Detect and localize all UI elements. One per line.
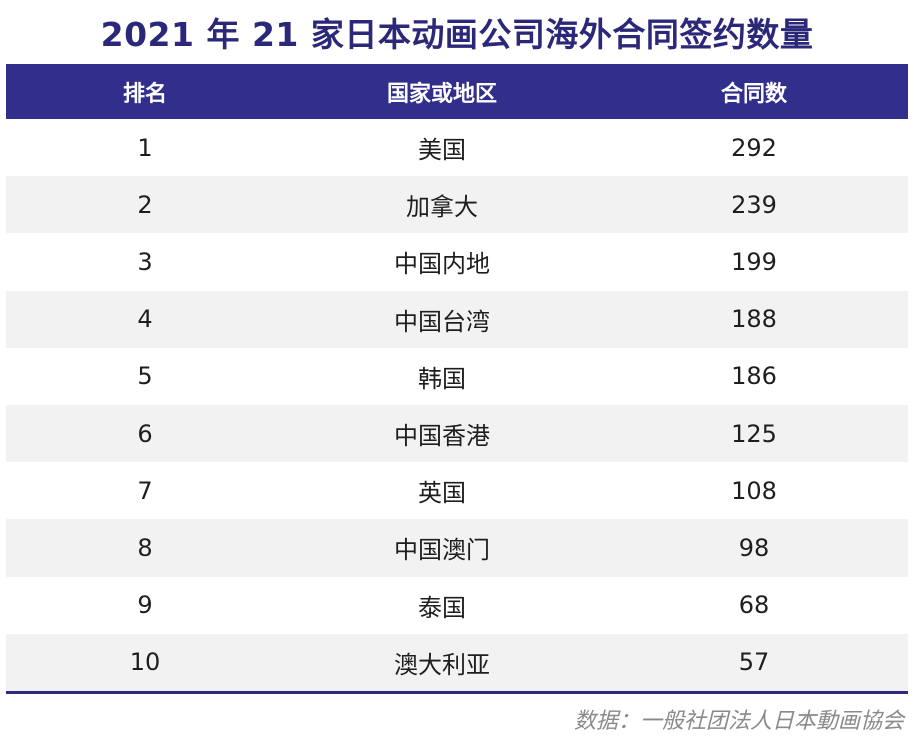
cell-region: 泰国 [418,593,466,622]
cell-rank: 10 [129,648,161,677]
table-row: 10 澳大利亚 57 [6,633,908,691]
cell-count: 188 [731,305,777,334]
cell-region: 中国澳门 [394,536,490,565]
cell-rank: 8 [137,533,153,562]
source-note: 数据：一般社团法人日本動画協会 [573,709,904,734]
cell-rank: 3 [137,247,153,276]
cell-count: 125 [731,419,777,448]
cell-rank: 9 [137,591,153,620]
cell-region: 中国台湾 [394,307,490,336]
cell-region: 英国 [418,479,466,508]
cell-region: 澳大利亚 [394,650,490,679]
cell-count: 292 [731,133,777,162]
table-row: 2 加拿大 239 [6,176,908,234]
cell-region: 加拿大 [406,193,478,222]
cell-count: 68 [738,591,770,620]
cell-count: 108 [731,476,777,505]
table-row: 4 中国台湾 188 [6,290,908,348]
table-row: 7 英国 108 [6,462,908,519]
page-title: 2021 年 21 家日本动画公司海外合同签约数量 [100,15,814,54]
table-row: 3 中国内地 199 [6,233,908,290]
cell-rank: 7 [137,476,153,505]
table-row: 9 泰国 68 [6,577,908,634]
cell-count: 239 [731,190,777,219]
table-row: 8 中国澳门 98 [6,519,908,577]
table-row: 5 韩国 186 [6,348,908,405]
table-row: 1 美国 292 [6,119,908,176]
cell-rank: 4 [137,305,153,334]
table-header: 排名 国家或地区 合同数 [6,64,908,119]
cell-rank: 5 [137,362,153,391]
header-region: 国家或地区 [386,81,497,107]
cell-count: 199 [731,247,777,276]
table-bottom-rule [6,691,908,694]
header-count: 合同数 [720,81,787,107]
cell-rank: 1 [137,133,153,162]
cell-count: 57 [738,648,770,677]
cell-count: 186 [731,362,777,391]
table-row: 6 中国香港 125 [6,404,908,463]
cell-region: 美国 [418,136,466,165]
cell-region: 中国香港 [394,422,490,451]
header-rank: 排名 [122,81,167,107]
cell-count: 98 [738,533,770,562]
ranking-table: 排名 国家或地区 合同数 1 美国 292 2 加拿大 239 3 中国内地 1… [6,64,908,691]
cell-rank: 6 [137,419,153,448]
cell-rank: 2 [137,190,153,219]
cell-region: 中国内地 [394,250,490,279]
cell-region: 韩国 [418,364,466,393]
